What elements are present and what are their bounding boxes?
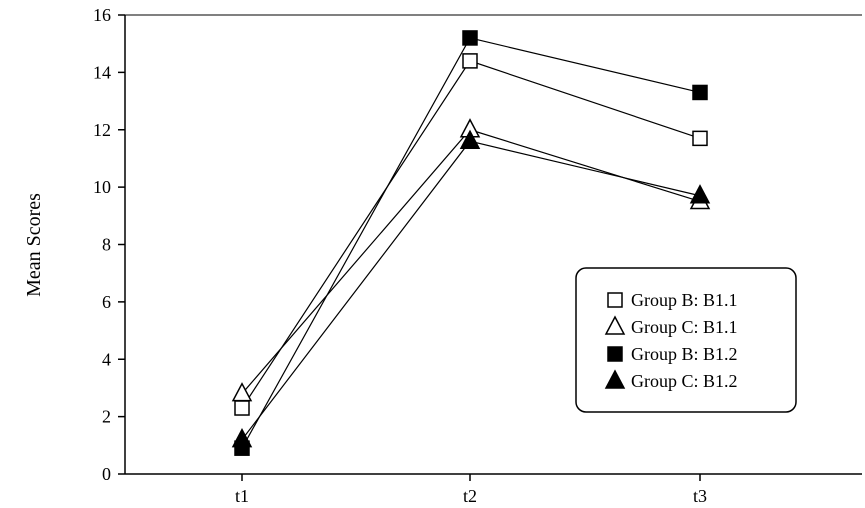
x-tick-label: t2 <box>463 486 477 506</box>
legend: Group B: B1.1 Group C: B1.1 Group B: B1.2 G… <box>575 267 797 413</box>
data-point <box>231 427 253 448</box>
y-axis-label: Mean Scores <box>23 193 45 297</box>
legend-label: Group C: B1.1 <box>631 317 738 337</box>
data-point <box>689 184 711 204</box>
y-tick-label: 4 <box>102 349 111 369</box>
y-tick-label: 0 <box>102 464 111 484</box>
data-point <box>459 129 481 149</box>
legend-box <box>575 267 797 413</box>
x-ticks: t1 t2 t3 <box>235 474 707 506</box>
legend-label: Group B: B1.1 <box>631 290 738 310</box>
data-point <box>692 130 708 147</box>
data-point <box>692 84 708 101</box>
y-tick-label: 16 <box>93 5 111 25</box>
data-point <box>231 382 253 402</box>
legend-marker <box>607 292 623 308</box>
y-tick-label: 2 <box>102 407 111 427</box>
data-point <box>462 30 478 46</box>
x-tick-label: t3 <box>693 486 707 506</box>
legend-marker <box>604 315 626 335</box>
y-ticks: 0 2 4 6 8 10 12 14 16 <box>93 5 125 484</box>
y-tick-label: 10 <box>93 177 111 197</box>
y-tick-label: 8 <box>102 235 111 255</box>
legend-items: Group B: B1.1 Group C: B1.1 Group B: B1.2 G… <box>604 290 738 391</box>
series-4 <box>231 129 711 448</box>
legend-marker <box>604 369 626 389</box>
legend-marker <box>607 346 623 362</box>
legend-label: Group C: B1.2 <box>631 371 738 391</box>
y-tick-label: 12 <box>93 120 111 140</box>
series-1 <box>234 53 708 416</box>
y-tick-label: 14 <box>93 62 111 82</box>
data-point <box>234 400 250 416</box>
legend-label: Group B: B1.2 <box>631 344 738 364</box>
data-point <box>462 53 478 69</box>
series-layer <box>231 30 711 456</box>
x-tick-label: t1 <box>235 486 249 506</box>
y-tick-label: 6 <box>102 292 111 312</box>
